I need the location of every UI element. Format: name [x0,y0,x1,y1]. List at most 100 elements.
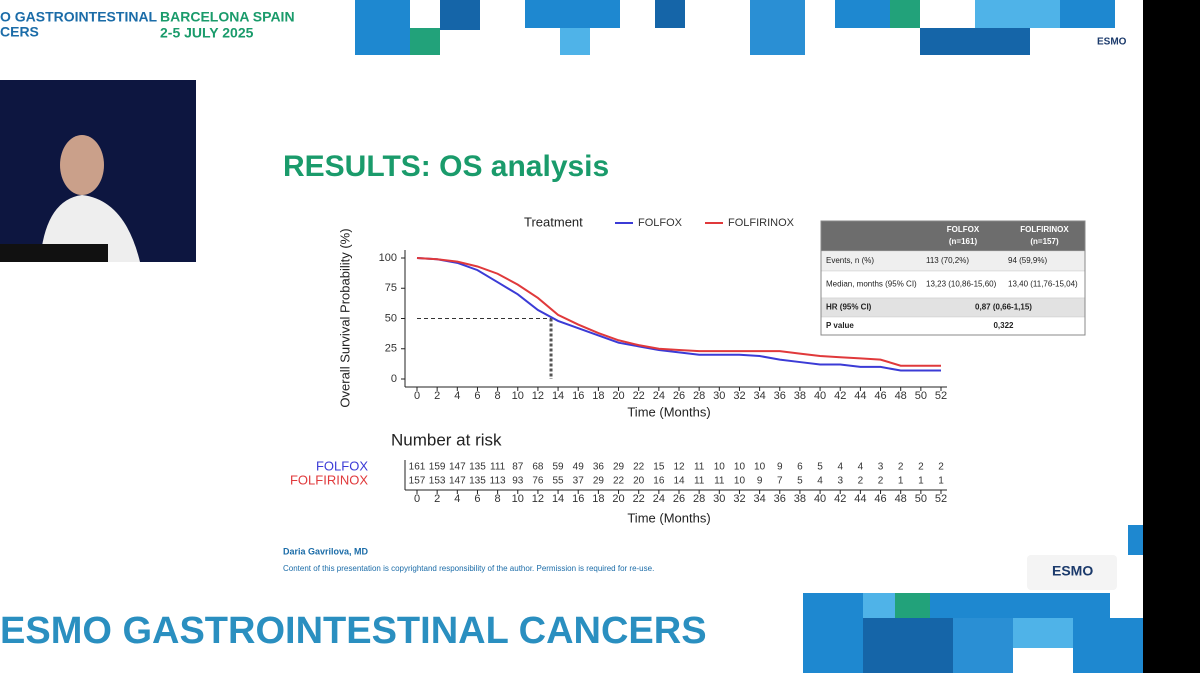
x-tick-label: 16 [572,390,584,402]
x-tick-label: 2 [434,390,440,402]
x-axis-label: Time (Months) [627,404,710,419]
author: Daria Gavrilova, MD [283,546,369,556]
x-tick-label: 4 [454,390,460,402]
legend-label: FOLFIRINOX [728,217,795,229]
x-tick-label: 32 [733,390,745,402]
risk-x-tick-label: 12 [532,493,544,505]
risk-count: 29 [613,462,625,473]
risk-x-tick-label: 18 [592,493,604,505]
risk-count: 6 [797,462,803,473]
risk-x-tick-label: 4 [454,493,460,505]
risk-x-tick-label: 10 [512,493,524,505]
risk-row-name: FOLFIRINOX [290,472,368,487]
risk-count: 3 [878,462,884,473]
x-tick-label: 14 [552,390,564,402]
x-tick-label: 24 [653,390,665,402]
y-tick-label: 50 [385,312,397,324]
risk-count: 10 [714,462,726,473]
x-tick-label: 44 [854,390,866,402]
row-label: Events, n (%) [826,256,874,265]
risk-count: 147 [449,462,466,473]
column-n: (n=161) [949,237,978,246]
x-tick-label: 20 [612,390,624,402]
logo: ESMO [1052,563,1093,579]
risk-count: 12 [673,462,685,473]
risk-x-label: Time (Months) [627,510,710,525]
risk-count: 55 [553,476,565,487]
x-tick-label: 26 [673,390,685,402]
risk-x-tick-label: 50 [915,493,927,505]
risk-x-tick-label: 16 [572,493,584,505]
logo-box [1027,555,1117,590]
x-tick-label: 36 [774,390,786,402]
speaker-head [60,135,104,195]
risk-x-tick-label: 20 [612,493,624,505]
cell: 0,87 (0,66-1,15) [975,303,1032,312]
risk-count: 9 [757,476,763,487]
risk-count: 76 [532,476,544,487]
tile [750,0,805,55]
tile [920,28,1030,55]
risk-x-tick-label: 22 [633,493,645,505]
risk-count: 11 [714,476,725,487]
risk-count: 9 [777,462,783,473]
x-tick-label: 52 [935,390,947,402]
cell: 113 (70,2%) [926,256,969,265]
risk-x-tick-label: 44 [854,493,866,505]
x-tick-label: 6 [474,390,480,402]
tile [895,593,930,618]
risk-count: 2 [898,462,904,473]
risk-count: 14 [673,476,685,487]
risk-x-tick-label: 40 [814,493,826,505]
risk-count: 2 [938,462,944,473]
risk-x-tick-label: 38 [794,493,806,505]
x-tick-label: 0 [414,390,420,402]
survival-curve [416,257,941,367]
risk-count: 4 [837,462,843,473]
column-name: FOLFIRINOX [1020,225,1069,234]
x-tick-label: 42 [834,390,846,402]
legend-label: FOLFOX [638,217,683,229]
tile [1073,618,1143,673]
risk-count: 36 [593,462,605,473]
risk-count: 159 [429,462,446,473]
risk-count: 147 [449,476,466,487]
column-name: FOLFOX [947,225,980,234]
risk-count: 16 [653,476,665,487]
logo: ESMO [1097,37,1127,48]
risk-count: 11 [694,462,705,473]
webcam [0,80,196,262]
risk-count: 1 [898,476,904,487]
table-border [820,220,1086,336]
risk-count: 135 [469,476,486,487]
risk-count: 15 [653,462,665,473]
risk-count: 37 [573,476,585,487]
y-tick-label: 100 [379,252,397,264]
event-name: CERS [0,24,39,40]
risk-x-tick-label: 0 [414,493,420,505]
event-name: O GASTROINTESTINAL [0,9,158,25]
event-dates: 2-5 JULY 2025 [160,25,254,41]
risk-x-tick-label: 34 [753,493,765,505]
risk-count: 153 [429,476,446,487]
risk-count: 7 [777,476,783,487]
table-header-bg [821,221,1085,251]
risk-x-tick-label: 48 [895,493,907,505]
tile [440,0,480,30]
risk-count: 5 [797,476,803,487]
copyright: Content of this presentation is copyrigh… [283,564,654,573]
cell: 13,23 (10,86-15,60) [926,280,997,289]
risk-count: 2 [858,476,864,487]
x-tick-label: 46 [874,390,886,402]
tile [863,618,953,673]
risk-x-tick-label: 36 [774,493,786,505]
x-tick-label: 10 [512,390,524,402]
risk-title: Number at risk [391,430,502,449]
cell: 13,40 (11,76-15,04) [1008,280,1078,289]
risk-count: 29 [593,476,605,487]
risk-count: 22 [633,462,645,473]
risk-count: 4 [858,462,864,473]
y-tick-label: 75 [385,282,397,294]
tile [525,0,620,28]
risk-count: 161 [409,462,426,473]
